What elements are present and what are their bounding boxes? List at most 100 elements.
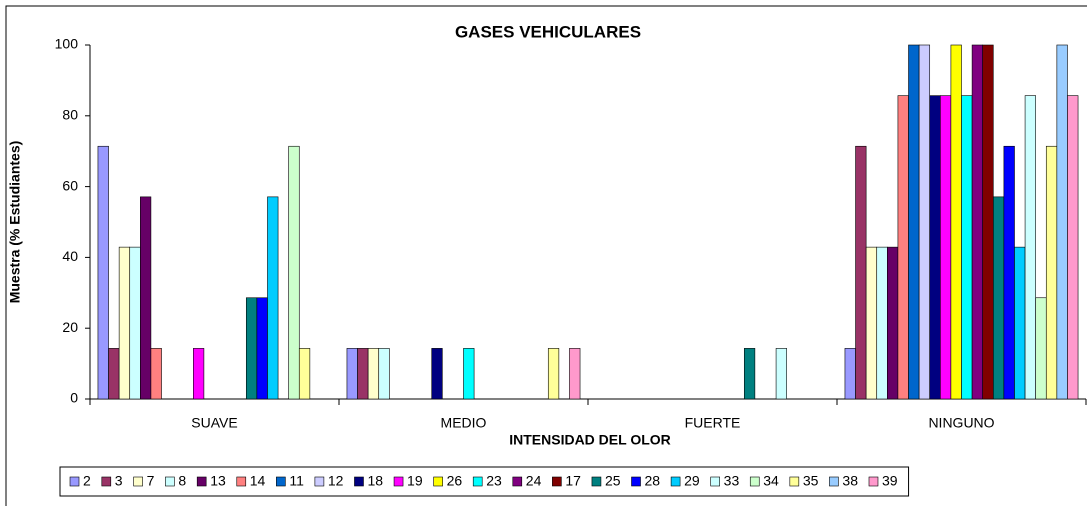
bar — [569, 348, 581, 400]
legend-swatch — [165, 476, 175, 487]
bar — [775, 348, 787, 400]
bar — [940, 95, 952, 400]
legend-swatch — [552, 476, 562, 487]
bar — [193, 348, 205, 400]
bar — [288, 145, 300, 400]
y-tick-label: 20 — [62, 319, 78, 335]
bar — [346, 348, 358, 400]
bar — [992, 196, 1005, 400]
bar — [1024, 95, 1036, 400]
bar — [140, 196, 152, 400]
legend-label: 23 — [486, 473, 502, 489]
bar — [1056, 44, 1068, 400]
bar — [865, 246, 878, 400]
x-tick-label: MEDIO — [441, 415, 487, 431]
legend-label: 18 — [367, 473, 383, 489]
legend-label: 12 — [328, 473, 344, 489]
bar — [887, 246, 899, 400]
bar — [961, 95, 973, 400]
y-tick-label: 40 — [62, 248, 78, 264]
legend — [59, 466, 910, 497]
legend-swatch — [591, 476, 602, 487]
legend-swatch — [314, 476, 325, 487]
legend-label: 33 — [724, 473, 740, 489]
legend-label: 24 — [526, 473, 542, 489]
legend-label: 35 — [803, 473, 819, 489]
legend-label: 14 — [250, 473, 266, 489]
bar — [844, 348, 856, 400]
legend-swatch — [276, 476, 286, 487]
bar — [463, 348, 475, 400]
bar — [897, 95, 909, 400]
x-tick-label: SUAVE — [191, 415, 237, 431]
chart-title: GASES VEHICULARES — [455, 22, 641, 41]
legend-swatch — [868, 476, 879, 487]
bar — [918, 44, 931, 400]
legend-swatch — [69, 476, 80, 487]
bar — [929, 95, 941, 400]
legend-swatch — [133, 476, 143, 487]
bar — [971, 44, 983, 400]
y-tick-label: 60 — [62, 177, 78, 193]
y-tick-label: 0 — [70, 390, 78, 406]
legend-swatch — [354, 476, 364, 487]
bar — [982, 44, 994, 400]
bar — [378, 348, 390, 400]
bar — [298, 348, 311, 400]
legend-swatch — [433, 476, 443, 487]
legend-swatch — [829, 476, 839, 487]
x-tick-label: FUERTE — [685, 415, 741, 431]
legend-label: 28 — [645, 473, 661, 489]
bar — [855, 145, 867, 400]
legend-label: 2 — [83, 473, 91, 489]
bar — [245, 297, 258, 400]
bar — [1067, 95, 1079, 400]
bar — [357, 348, 369, 400]
bar — [267, 196, 279, 400]
bar — [108, 348, 120, 400]
legend-label: 11 — [289, 473, 304, 489]
legend-label: 17 — [565, 473, 581, 489]
legend-swatch — [710, 476, 720, 487]
legend-label: 26 — [447, 473, 463, 489]
y-tick-label: 80 — [62, 107, 78, 123]
bar — [743, 348, 756, 400]
x-tick-label: NINGUNO — [928, 415, 994, 431]
bar — [1035, 297, 1047, 400]
legend-label: 3 — [115, 473, 123, 489]
y-tick-label: 100 — [55, 36, 79, 52]
legend-swatch — [789, 476, 800, 487]
legend-label: 29 — [684, 473, 700, 489]
legend-label: 19 — [407, 473, 423, 489]
bar — [129, 246, 141, 400]
legend-swatch — [670, 476, 681, 487]
legend-swatch — [393, 476, 404, 487]
legend-swatch — [236, 476, 247, 487]
legend-label: 7 — [147, 473, 155, 489]
legend-label: 39 — [882, 473, 898, 489]
legend-swatch — [101, 476, 112, 487]
bar — [431, 348, 443, 400]
legend-swatch — [472, 476, 483, 487]
legend-swatch — [749, 476, 760, 487]
bar — [150, 348, 162, 400]
bar — [367, 348, 380, 400]
bar — [1045, 145, 1058, 400]
x-axis-title: INTENSIDAD DEL OLOR — [509, 432, 671, 448]
legend-swatch — [196, 476, 207, 487]
y-axis-title: Muestra (% Estudiantes) — [7, 141, 23, 304]
bar — [1014, 246, 1026, 400]
legend-swatch — [631, 476, 641, 487]
bar — [97, 145, 109, 400]
bar — [547, 348, 560, 400]
legend-label: 34 — [763, 473, 779, 489]
bar — [950, 44, 962, 400]
legend-swatch — [512, 476, 523, 487]
bar — [1003, 145, 1015, 400]
legend-label: 8 — [178, 473, 186, 489]
bar — [256, 297, 268, 400]
legend-label: 25 — [605, 473, 621, 489]
legend-label: 38 — [842, 473, 858, 489]
legend-label: 13 — [210, 473, 226, 489]
